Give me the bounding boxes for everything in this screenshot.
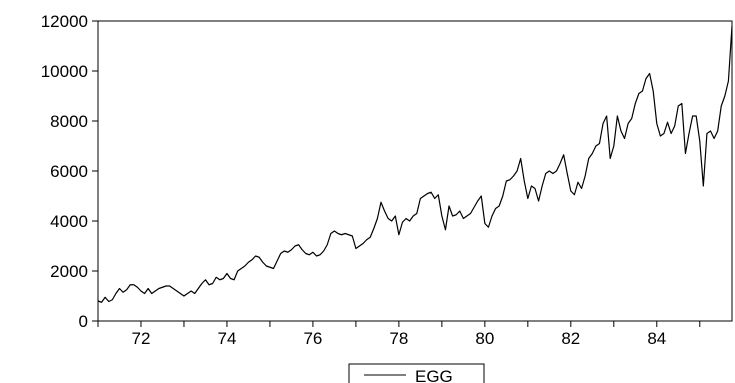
- x-tick-label: 78: [389, 329, 408, 348]
- y-tick-label: 2000: [50, 262, 88, 281]
- legend-label: EGG: [415, 367, 453, 383]
- x-tick-label: 72: [132, 329, 151, 348]
- legend: EGG: [348, 363, 485, 383]
- x-tick-label: 74: [217, 329, 236, 348]
- x-tick-label: 76: [303, 329, 322, 348]
- series-line-egg: [97, 25, 733, 303]
- y-tick-label: 0: [79, 312, 88, 331]
- y-tick-label: 10000: [41, 62, 88, 81]
- y-tick-label: 6000: [50, 162, 88, 181]
- x-axis: 72 74 76 78 80 82 84: [97, 321, 701, 348]
- x-tick-label: 82: [561, 329, 580, 348]
- x-tick-label: 80: [475, 329, 494, 348]
- y-tick-label: 12000: [41, 12, 88, 31]
- y-tick-label: 8000: [50, 112, 88, 131]
- y-axis: 0 2000 4000 6000 8000 10000 12000: [41, 12, 98, 331]
- x-tick-label: 84: [647, 329, 666, 348]
- legend-box: [348, 363, 485, 383]
- plot-frame: [97, 20, 733, 322]
- y-tick-label: 4000: [50, 212, 88, 231]
